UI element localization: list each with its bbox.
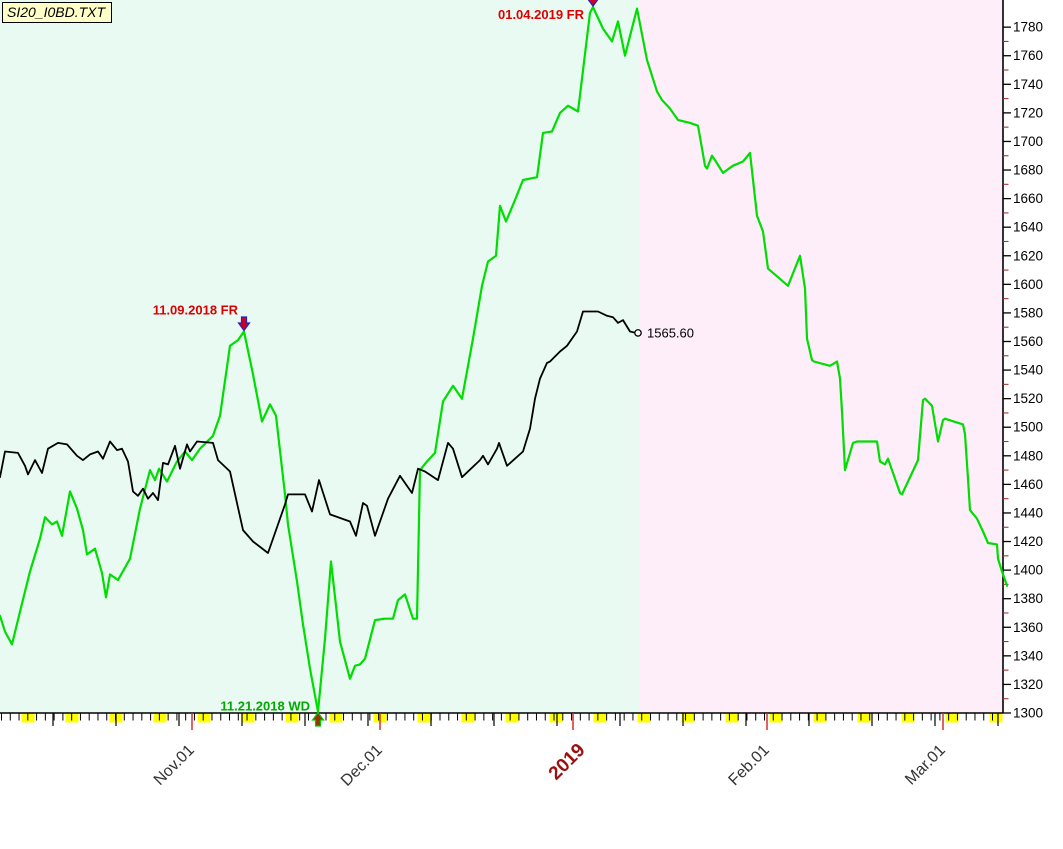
background-regions (0, 0, 1003, 713)
week-highlight (901, 713, 915, 723)
week-highlight (549, 713, 563, 723)
y-tick-label: 1400 (1013, 563, 1043, 578)
annotations: 1565.60 11.09.2018 FR 01.04.2019 FR 11.21.2… (153, 0, 694, 727)
y-tick-label: 1620 (1013, 248, 1043, 263)
week-highlight (637, 713, 651, 723)
y-tick-label: 1740 (1013, 77, 1043, 92)
week-highlight (813, 713, 827, 723)
week-highlight (857, 713, 871, 723)
week-highlight (593, 713, 607, 723)
y-tick-label: 1420 (1013, 534, 1043, 549)
annotation-label: 11.21.2018 WD (220, 699, 310, 714)
y-tick-label: 1500 (1013, 420, 1043, 435)
y-tick-label: 1380 (1013, 591, 1043, 606)
week-highlight (505, 713, 519, 723)
x-axis: Nov.01 Dec.01 2019 Feb.01 Mar.01 (0, 712, 1003, 790)
week-highlight (769, 713, 783, 723)
x-axis-month-label: Mar.01 (902, 742, 949, 789)
week-highlight (329, 713, 343, 723)
week-highlight (461, 713, 475, 723)
up-arrow-icon (311, 711, 325, 727)
week-highlight (285, 713, 299, 723)
y-tick-label: 1540 (1013, 363, 1043, 378)
y-tick-label: 1340 (1013, 648, 1043, 663)
y-tick-label: 1300 (1013, 706, 1043, 721)
y-tick-label: 1720 (1013, 105, 1043, 120)
y-tick-label: 1580 (1013, 305, 1043, 320)
week-highlight (681, 713, 695, 723)
y-tick-label: 1600 (1013, 277, 1043, 292)
y-tick-label: 1700 (1013, 134, 1043, 149)
x-axis-month-label: Dec.01 (338, 742, 386, 790)
y-tick-label: 1680 (1013, 163, 1043, 178)
y-tick-label: 1560 (1013, 334, 1043, 349)
dataset-title-label: SI20_I0BD.TXT (7, 4, 106, 20)
black_series-line (0, 310, 637, 554)
down-arrow-icon (587, 0, 599, 8)
annotation-label: 01.04.2019 FR (498, 7, 585, 22)
y-tick-label: 1660 (1013, 191, 1043, 206)
week-highlight (725, 713, 739, 723)
y-tick-label: 1480 (1013, 448, 1043, 463)
y-tick-label: 1520 (1013, 391, 1043, 406)
y-tick-label: 1460 (1013, 477, 1043, 492)
down-arrow-icon (237, 316, 251, 332)
x-axis-month-label: Nov.01 (151, 742, 198, 789)
y-tick-label: 1780 (1013, 20, 1043, 35)
annotation-label: 11.09.2018 FR (153, 302, 239, 317)
y-tick-label: 1360 (1013, 620, 1043, 635)
week-highlight (945, 713, 959, 723)
price-series (0, 5, 1009, 713)
week-highlight (417, 713, 431, 723)
week-highlight (241, 713, 255, 723)
x-axis-year-label: 2019 (545, 740, 590, 785)
y-tick-label: 1760 (1013, 48, 1043, 63)
y-tick-label: 1320 (1013, 677, 1043, 692)
dataset-title-box[interactable]: SI20_I0BD.TXT (2, 2, 113, 23)
week-highlight (197, 713, 211, 723)
y-tick-label: 1440 (1013, 505, 1043, 520)
y-tick-label: 1640 (1013, 220, 1043, 235)
week-highlight (153, 713, 167, 723)
y-axis: 1300 1320 1340 1360 1380 1400 1420 1440 1460 1480… (1002, 0, 1043, 721)
week-highlight (989, 713, 1003, 723)
last-price-label: 1565.60 (647, 325, 694, 340)
last-price-marker (634, 329, 642, 337)
x-axis-month-label: Feb.01 (726, 742, 773, 789)
region-future-rect (640, 0, 1003, 713)
region-past-rect (0, 0, 640, 713)
